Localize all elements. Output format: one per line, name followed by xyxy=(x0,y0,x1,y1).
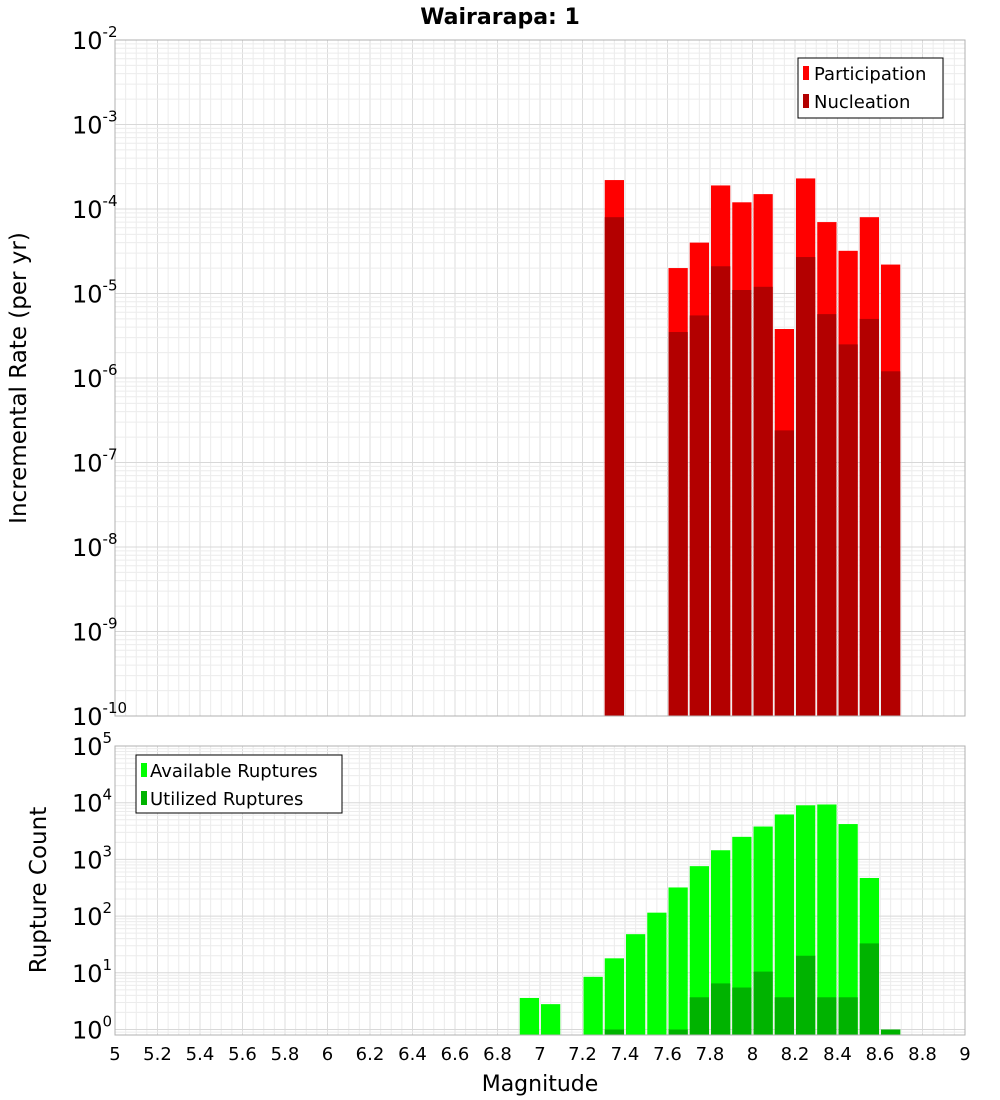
bar-nucleation xyxy=(774,430,794,716)
bar-utilized-ruptures xyxy=(753,971,773,1035)
x-tick-label: 7.8 xyxy=(696,1044,725,1065)
x-tick-label: 5 xyxy=(109,1044,120,1065)
bottom-y-tick-label: 100 xyxy=(72,1013,112,1045)
bar-utilized-ruptures xyxy=(604,1029,624,1035)
top-y-ticks: 10-10 10-9 10-8 10-7 10-6 10-5 10-4 10-3 10-2 xyxy=(72,23,127,731)
bar-available-ruptures xyxy=(541,1004,561,1035)
top-y-tick-label: 10-10 xyxy=(72,699,127,731)
bar-nucleation xyxy=(817,314,837,716)
bar-available-ruptures xyxy=(838,824,858,1035)
bar-utilized-ruptures xyxy=(711,983,731,1035)
bottom-legend: Available Ruptures Utilized Ruptures xyxy=(135,754,343,814)
x-tick-label: 6.4 xyxy=(398,1044,427,1065)
bar-available-ruptures xyxy=(647,912,667,1035)
bottom-bars xyxy=(519,804,901,1035)
x-tick-label: 7.4 xyxy=(611,1044,640,1065)
x-tick-label: 9 xyxy=(959,1044,970,1065)
bottom-plot-border xyxy=(114,745,966,1036)
bottom-y-tick-label: 102 xyxy=(72,899,112,931)
top-y-tick-label: 10-7 xyxy=(72,446,118,478)
x-tick-label: 8.4 xyxy=(823,1044,852,1065)
bar-nucleation xyxy=(796,257,816,716)
top-grid xyxy=(114,40,966,717)
bar-utilized-ruptures xyxy=(796,955,816,1035)
bar-nucleation xyxy=(711,266,731,716)
legend-label-utilized-ruptures: Utilized Ruptures xyxy=(150,789,303,810)
bar-utilized-ruptures xyxy=(732,987,752,1035)
x-tick-label: 8.8 xyxy=(908,1044,937,1065)
top-y-tick-label: 10-3 xyxy=(72,108,118,140)
x-tick-label: 5.6 xyxy=(228,1044,257,1065)
bar-available-ruptures xyxy=(817,804,837,1035)
bar-available-ruptures xyxy=(519,997,539,1035)
legend-label-nucleation: Nucleation xyxy=(814,92,910,113)
top-legend: Participation Nucleation xyxy=(797,57,944,119)
top-y-tick-label: 10-5 xyxy=(72,277,118,309)
top-legend-box xyxy=(797,57,944,119)
x-tick-label: 7.2 xyxy=(568,1044,597,1065)
bar-utilized-ruptures xyxy=(689,997,709,1035)
top-panel: 10-10 10-9 10-8 10-7 10-6 10-5 10-4 10-3 10-2 In… xyxy=(6,23,966,731)
bar-nucleation xyxy=(838,344,858,716)
bar-available-ruptures xyxy=(583,976,603,1035)
bar-nucleation xyxy=(604,217,624,716)
legend-swatch-participation xyxy=(803,66,809,80)
bar-nucleation xyxy=(689,315,709,716)
legend-swatch-available-ruptures xyxy=(141,763,147,777)
x-tick-label: 7 xyxy=(534,1044,545,1065)
x-tick-label: 8.6 xyxy=(866,1044,895,1065)
legend-swatch-utilized-ruptures xyxy=(141,791,147,805)
x-tick-label: 6 xyxy=(322,1044,333,1065)
top-plot-border xyxy=(114,39,966,717)
bottom-y-ticks: 100 101 102 103 104 105 xyxy=(72,729,112,1045)
chart-title: Wairarapa: 1 xyxy=(420,5,580,30)
top-y-axis-label: Incremental Rate (per yr) xyxy=(6,232,32,524)
bar-utilized-ruptures xyxy=(817,997,837,1035)
x-tick-label: 6.8 xyxy=(483,1044,512,1065)
bar-nucleation xyxy=(753,286,773,716)
top-y-tick-label: 10-2 xyxy=(72,23,118,55)
x-tick-labels: 5 5.2 5.4 5.6 5.8 6 6.2 6.4 6.6 6.8 7 7.2 7.4 7.6 7.8 8… xyxy=(109,1044,970,1065)
bottom-y-tick-label: 103 xyxy=(72,842,112,874)
top-y-tick-label: 10-9 xyxy=(72,615,118,647)
bottom-y-tick-label: 101 xyxy=(72,956,112,988)
bar-utilized-ruptures xyxy=(838,997,858,1035)
x-tick-label: 6.6 xyxy=(441,1044,470,1065)
x-tick-label: 6.2 xyxy=(356,1044,385,1065)
bar-nucleation xyxy=(881,371,901,716)
bar-nucleation xyxy=(859,318,879,716)
top-y-tick-label: 10-6 xyxy=(72,361,118,393)
bottom-y-tick-label: 104 xyxy=(72,786,112,818)
x-tick-label: 8 xyxy=(747,1044,758,1065)
bottom-panel: 100 101 102 103 104 105 Rupture Count Availab… xyxy=(26,729,966,1045)
bar-utilized-ruptures xyxy=(668,1029,688,1035)
bar-available-ruptures xyxy=(689,866,709,1035)
x-tick-label: 8.2 xyxy=(781,1044,810,1065)
legend-label-available-ruptures: Available Ruptures xyxy=(150,761,318,782)
bar-available-ruptures xyxy=(604,958,624,1035)
bar-available-ruptures xyxy=(732,836,752,1035)
bar-available-ruptures xyxy=(774,814,794,1035)
bar-utilized-ruptures xyxy=(881,1029,901,1035)
bar-utilized-ruptures xyxy=(859,943,879,1035)
legend-label-participation: Participation xyxy=(814,64,926,85)
x-tick-label: 5.8 xyxy=(271,1044,300,1065)
bar-available-ruptures xyxy=(668,887,688,1035)
x-tick-label: 5.4 xyxy=(186,1044,215,1065)
top-y-tick-label: 10-4 xyxy=(72,192,118,224)
top-bars xyxy=(604,178,901,717)
bottom-legend-box xyxy=(135,754,343,814)
x-tick-label: 7.6 xyxy=(653,1044,682,1065)
x-axis-label: Magnitude xyxy=(482,1072,599,1097)
bottom-y-axis-label: Rupture Count xyxy=(26,807,52,973)
bar-available-ruptures xyxy=(626,934,646,1035)
bar-nucleation xyxy=(668,332,688,716)
bar-utilized-ruptures xyxy=(774,997,794,1035)
x-tick-label: 5.2 xyxy=(143,1044,172,1065)
top-y-tick-label: 10-8 xyxy=(72,530,118,562)
bottom-y-tick-label: 105 xyxy=(72,729,112,761)
legend-swatch-nucleation xyxy=(803,94,809,108)
bar-nucleation xyxy=(732,290,752,716)
